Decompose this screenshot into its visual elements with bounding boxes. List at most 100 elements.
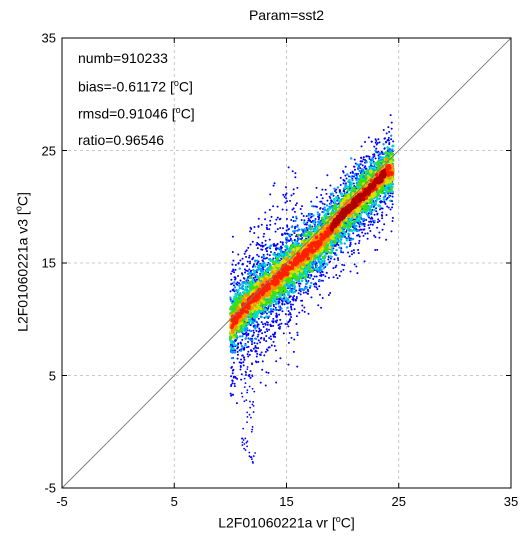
density-point — [264, 331, 266, 333]
density-point — [274, 345, 276, 347]
density-point — [351, 253, 353, 255]
density-point — [378, 220, 380, 222]
density-point — [240, 343, 242, 345]
density-point — [315, 225, 318, 228]
density-point — [357, 249, 359, 251]
density-point — [281, 310, 283, 312]
density-point — [279, 298, 281, 300]
density-point — [333, 258, 335, 260]
density-point — [286, 323, 288, 325]
density-point — [340, 177, 342, 179]
density-point — [355, 243, 357, 245]
density-point — [257, 361, 259, 363]
density-point — [257, 237, 259, 239]
density-point — [389, 200, 391, 202]
density-point — [265, 340, 267, 342]
density-point — [235, 264, 237, 266]
density-point — [317, 211, 319, 213]
density-point — [286, 209, 288, 211]
density-point — [264, 218, 266, 220]
density-point — [379, 156, 381, 158]
density-point — [232, 370, 234, 372]
density-point — [301, 300, 303, 302]
density-point — [322, 280, 324, 282]
density-point — [256, 355, 258, 357]
density-point — [296, 187, 298, 189]
density-point — [289, 332, 291, 334]
density-point — [247, 351, 249, 353]
density-point — [263, 312, 265, 314]
density-point — [367, 224, 369, 226]
density-point — [345, 166, 347, 168]
density-point — [316, 288, 318, 290]
density-point — [372, 224, 374, 226]
density-point — [250, 227, 252, 229]
density-point — [249, 260, 251, 262]
density-point — [261, 369, 263, 371]
density-point — [293, 188, 295, 190]
density-point — [262, 323, 264, 325]
density-point — [301, 213, 303, 215]
density-point — [267, 324, 269, 326]
density-point — [337, 244, 339, 246]
density-point — [292, 304, 294, 306]
density-point — [354, 263, 356, 265]
density-point — [266, 328, 268, 330]
density-point — [277, 217, 279, 219]
density-point — [277, 303, 279, 305]
density-point — [363, 235, 365, 237]
density-point — [392, 217, 394, 219]
density-point — [265, 371, 267, 373]
density-point — [253, 332, 255, 334]
density-point — [351, 250, 353, 252]
density-point — [263, 354, 265, 356]
density-point — [285, 313, 287, 315]
density-point — [303, 306, 305, 308]
density-point — [296, 202, 298, 204]
density-point — [268, 228, 270, 230]
density-point — [269, 254, 271, 256]
density-point — [354, 169, 356, 171]
density-point — [314, 285, 316, 287]
density-point — [265, 244, 267, 246]
density-point — [255, 338, 257, 340]
density-point — [291, 234, 293, 236]
density-point — [270, 338, 272, 340]
density-point — [274, 336, 276, 338]
density-point — [328, 261, 330, 263]
density-point — [251, 258, 253, 260]
density-point — [350, 172, 352, 174]
density-point — [256, 353, 258, 355]
density-point — [374, 249, 376, 251]
density-point — [310, 274, 312, 276]
density-point — [296, 296, 298, 298]
density-point — [359, 222, 361, 224]
density-point — [256, 342, 258, 344]
density-point — [300, 293, 302, 295]
density-point — [266, 257, 268, 259]
density-point — [237, 275, 239, 277]
density-point — [378, 237, 380, 239]
density-point — [352, 232, 354, 234]
density-point — [234, 385, 236, 387]
density-point — [287, 233, 289, 235]
density-point — [348, 175, 350, 177]
density-point — [265, 335, 267, 337]
density-point — [342, 251, 344, 253]
density-point — [382, 143, 384, 145]
density-point — [263, 337, 265, 339]
density-point — [322, 197, 324, 199]
density-point — [341, 264, 343, 266]
density-point — [350, 157, 352, 159]
density-point — [307, 227, 309, 229]
density-point — [365, 219, 367, 221]
density-point — [333, 276, 335, 278]
density-point — [365, 161, 367, 163]
density-point — [280, 241, 282, 243]
density-point — [266, 227, 268, 229]
density-point — [240, 350, 242, 352]
density-point — [253, 232, 255, 234]
density-point — [285, 245, 288, 248]
density-point — [322, 274, 324, 276]
density-point — [326, 204, 328, 206]
